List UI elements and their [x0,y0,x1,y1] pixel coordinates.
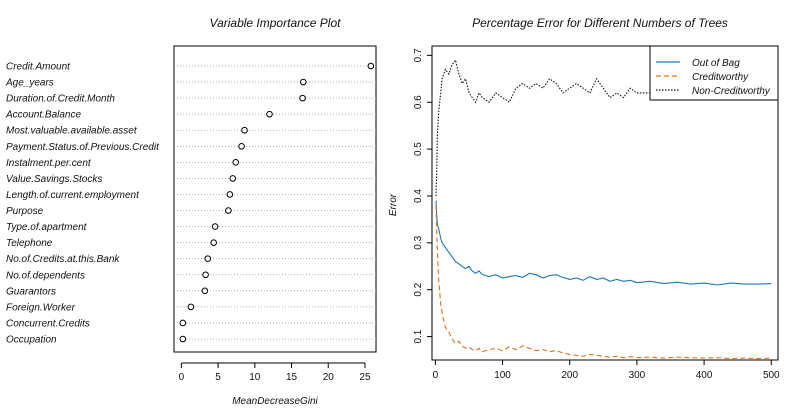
vip-point-value-savings-stocks [229,175,237,182]
error-x-tick-label: 300 [629,370,646,381]
legend-label-creditworthy: Creditworthy [692,72,749,83]
variable-importance-chart: Variable Importance Plot Credit.Amount Ag… [5,16,377,407]
vip-label-foreign-worker: Foreign.Worker [6,302,76,313]
series-line-non-creditworthy [435,58,772,197]
error-x-tick-label: 500 [763,370,780,381]
vip-label-no-of-dependents: No.of.dependents [6,270,85,281]
vip-point-no-of-credits-at-this-bank [204,255,212,263]
vip-point-purpose [225,207,232,214]
vip-point-account-balance [266,110,273,118]
error-y-tick-label: 0.1 [413,329,424,343]
vip-label-concurrent-credits: Concurrent.Credits [6,318,90,329]
vip-label-occupation: Occupation [6,335,57,346]
error-y-tick-label: 0.7 [413,48,424,62]
vip-x-tick-label: 25 [359,372,371,383]
error-legend: Out of Bag Creditworthy Non-Creditworthy [649,45,779,101]
vip-label-length-of-current-employment: Length.of.current.employment [6,190,140,201]
error-x-tick-label: 0 [433,370,439,381]
error-chart: Percentage Error for Different Numbers o… [388,16,780,381]
series-line-creditworthy [435,205,772,360]
vip-points [179,62,375,343]
vip-point-occupation [179,335,187,343]
vip-x-tick-label: 0 [179,372,185,383]
vip-label-type-of-apartment: Type.of.apartment [6,222,88,233]
vip-point-no-of-dependents [202,271,209,279]
error-y-tick-label: 0.4 [413,189,424,203]
vip-label-no-of-credits-at-this-bank: No.of.Credits.at.this.Bank [6,254,120,265]
vip-point-instalment-per-cent [232,159,240,166]
vip-label-payment-status-of-previous-credit: Payment.Status.of.Previous.Credit [6,142,160,153]
vip-x-tick-label: 5 [215,372,221,383]
vip-label-guarantors: Guarantors [6,286,56,297]
vip-x-tick-label: 15 [286,372,298,383]
vip-label-value-savings-stocks: Value.Savings.Stocks [6,174,102,185]
vip-point-guarantors [201,287,209,295]
vip-point-payment-status-of-previous-credit [238,142,245,150]
vip-variable-labels: Credit.Amount Age_years Duration.of.Credit… [5,62,160,346]
error-y-axis: 0.1 0.2 0.3 0.4 0.5 0.6 0.7 [413,48,433,344]
vip-label-account-balance: Account.Balance [5,110,81,121]
vip-point-length-of-current-employment [226,191,234,198]
legend-label-non-creditworthy: Non-Creditworthy [692,86,771,97]
vip-x-axis: 0 5 10 15 20 25 [179,362,371,383]
vip-point-concurrent-credits [179,319,187,327]
vip-point-telephone [210,239,217,246]
error-title: Percentage Error for Different Numbers o… [472,16,728,30]
vip-label-age-years: Age_years [5,78,54,89]
vip-point-most-valuable-available-asset [241,126,248,134]
error-x-axis: 0 100 200 300 400 500 [433,359,780,381]
error-x-tick-label: 200 [561,370,578,381]
error-series-lines [435,58,772,360]
vip-label-most-valuable-available-asset: Most.valuable.available.asset [6,126,138,137]
vip-x-axis-label: MeanDecreaseGini [232,396,318,407]
vip-label-instalment-per-cent: Instalment.per.cent [6,158,92,169]
error-y-tick-label: 0.6 [413,95,424,109]
vip-point-foreign-worker [187,303,195,311]
vip-point-credit-amount [367,62,375,70]
error-y-tick-label: 0.5 [413,142,424,156]
error-y-tick-label: 0.3 [413,235,424,249]
vip-point-age-years [299,78,307,86]
vip-point-type-of-apartment [211,223,219,230]
vip-gridlines [174,65,376,340]
vip-title: Variable Importance Plot [210,16,342,30]
error-y-tick-label: 0.2 [413,282,424,296]
vip-label-telephone: Telephone [6,238,53,249]
error-x-tick-label: 400 [696,370,713,381]
vip-label-duration-of-credit-month: Duration.of.Credit.Month [6,94,115,105]
legend-box [649,45,779,101]
error-x-tick-label: 100 [494,370,511,381]
vip-x-tick-label: 10 [249,372,261,383]
vip-label-purpose: Purpose [6,206,44,217]
error-y-axis-label: Error [388,193,399,216]
vip-x-tick-label: 20 [323,372,335,383]
vip-label-credit-amount: Credit.Amount [6,62,71,73]
vip-plot-frame [173,45,377,353]
vip-point-duration-of-credit-month [299,94,306,102]
series-line-out-of-bag [435,200,772,286]
legend-label-out-of-bag: Out of Bag [692,58,740,69]
